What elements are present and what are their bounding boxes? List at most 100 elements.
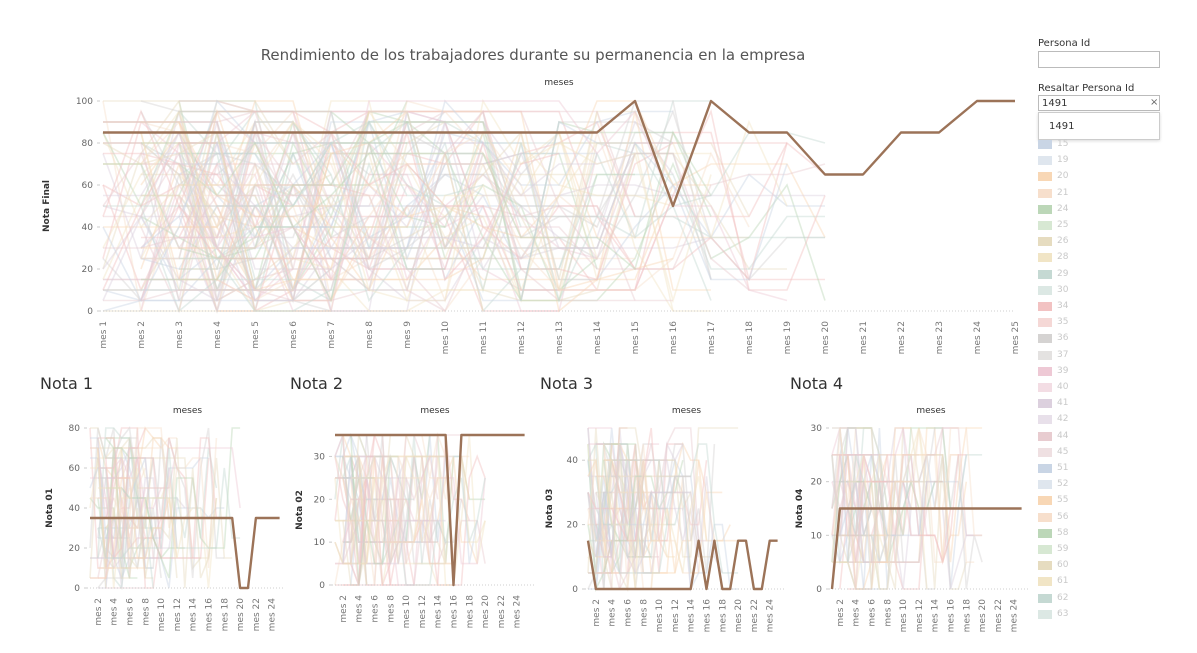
background-line	[342, 453, 439, 565]
x-tick-label: mes 16	[450, 595, 460, 629]
x-tick-label: mes 13	[555, 321, 565, 354]
background-line	[832, 453, 873, 509]
background-line	[350, 456, 383, 522]
legend-label: 61	[1057, 576, 1069, 587]
background-line	[335, 434, 486, 586]
x-tick-label: mes 15	[631, 321, 641, 354]
background-line	[587, 460, 645, 526]
background-line	[90, 477, 186, 570]
background-line	[335, 519, 368, 586]
x-tick-label: mes 20	[821, 321, 831, 355]
background-line	[140, 160, 256, 314]
background-line	[178, 142, 825, 303]
background-line	[141, 204, 293, 291]
x-tick-label: mes 7	[327, 321, 337, 349]
background-line	[839, 427, 968, 563]
background-line	[178, 142, 445, 270]
legend-label: 55	[1057, 495, 1069, 506]
legend-swatch	[1038, 140, 1052, 149]
background-line	[587, 441, 684, 574]
clear-icon[interactable]: ×	[1150, 97, 1159, 108]
y-tick-label: 0	[319, 581, 325, 591]
x-tick-label: mes 8	[639, 599, 649, 627]
persona-id-input[interactable]	[1038, 51, 1160, 68]
x-tick-label: mes 14	[593, 321, 603, 355]
background-line	[178, 100, 598, 270]
background-line	[140, 141, 484, 291]
x-tick-label: mes 4	[608, 599, 618, 627]
background-line	[89, 426, 162, 579]
background-line	[141, 129, 598, 292]
background-line	[103, 121, 483, 239]
background-line	[140, 141, 673, 301]
background-line	[103, 119, 673, 270]
persona-id-label: Persona Id	[1038, 38, 1091, 49]
y-axis-label: Nota 01	[45, 488, 55, 528]
background-line	[595, 443, 620, 512]
background-line	[105, 457, 201, 559]
background-line	[179, 152, 636, 249]
background-line	[587, 459, 675, 590]
x-tick-label: mes 12	[671, 599, 681, 632]
x-tick-label: mes 24	[1010, 599, 1020, 633]
x-axis-label: meses	[916, 406, 946, 416]
background-line	[334, 541, 351, 565]
background-line	[831, 427, 975, 563]
x-tick-label: mes 24	[268, 598, 278, 632]
x-tick-label: mes 16	[947, 599, 957, 633]
background-line	[342, 455, 359, 564]
x-tick-label: mes 18	[718, 599, 728, 633]
background-line	[179, 142, 293, 270]
background-line	[140, 111, 218, 301]
background-line	[178, 111, 825, 314]
background-line	[178, 142, 332, 229]
x-tick-label: mes 19	[783, 321, 793, 355]
background-line	[102, 110, 597, 249]
background-line	[179, 121, 826, 303]
background-line	[141, 120, 826, 293]
background-line	[140, 111, 711, 313]
background-line	[102, 121, 559, 302]
background-line	[105, 467, 147, 549]
background-line	[588, 459, 692, 590]
background-line	[97, 447, 241, 559]
background-line	[335, 477, 368, 522]
background-line	[179, 132, 787, 302]
legend-swatch	[1038, 156, 1052, 166]
background-line	[140, 205, 255, 249]
x-tick-label: mes 23	[935, 321, 945, 354]
background-line	[102, 131, 597, 303]
background-line	[350, 498, 367, 586]
background-line	[595, 443, 724, 576]
background-line	[179, 184, 294, 291]
background-line	[179, 100, 711, 291]
x-tick-label: mes 24	[766, 599, 776, 633]
background-line	[832, 427, 849, 509]
background-line	[342, 477, 399, 564]
background-line	[839, 480, 872, 563]
background-line	[587, 427, 652, 576]
x-tick-label: mes 2	[339, 595, 349, 623]
x-tick-label: mes 2	[836, 599, 846, 627]
x-tick-label: mes 6	[868, 599, 878, 627]
x-tick-label: mes 10	[655, 599, 665, 633]
highlight-input[interactable]	[1038, 95, 1160, 111]
background-line	[847, 535, 864, 563]
x-tick-label: mes 6	[289, 321, 299, 349]
legend-label: 20	[1057, 171, 1069, 182]
background-line	[335, 455, 439, 565]
background-line	[140, 110, 446, 312]
background-line	[102, 121, 407, 312]
background-line	[141, 119, 712, 302]
x-tick-label: mes 14	[931, 599, 941, 633]
background-line	[102, 110, 636, 293]
background-line	[105, 437, 185, 560]
background-line	[105, 437, 138, 459]
dropdown-option[interactable]: 1491	[1049, 121, 1075, 132]
background-line	[105, 427, 147, 561]
background-line	[105, 457, 162, 569]
x-tick-label: mes 16	[205, 598, 215, 632]
background-line	[103, 100, 332, 302]
background-line	[97, 447, 147, 579]
legend-label: 28	[1057, 252, 1069, 263]
